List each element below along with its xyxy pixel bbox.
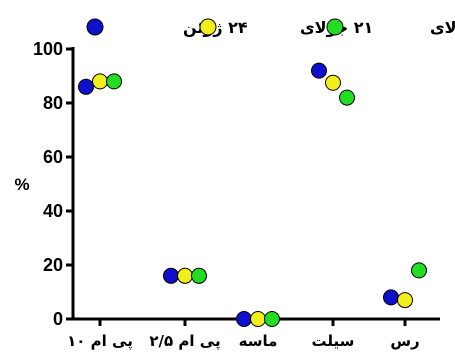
- legend-marker: [199, 18, 217, 36]
- y-tick-label: 100: [33, 39, 63, 59]
- data-point: [264, 311, 280, 327]
- data-points: [78, 62, 427, 327]
- y-axis-label: %: [14, 175, 29, 194]
- data-point: [78, 78, 94, 95]
- x-tick-label: پی ام ۲/۵: [149, 332, 220, 351]
- data-point: [325, 74, 341, 91]
- y-tick-label: 40: [43, 201, 63, 221]
- legend-label: ۲۸ جولای: [430, 18, 455, 37]
- y-tick-label: 0: [53, 309, 63, 329]
- y-axis: 0 20 40 60 80 100: [33, 39, 75, 329]
- legend-marker: [86, 18, 104, 36]
- data-point: [339, 89, 355, 106]
- data-point: [106, 73, 122, 90]
- y-tick-label: 80: [43, 93, 63, 113]
- data-point: [383, 289, 399, 306]
- data-point: [250, 311, 266, 327]
- y-tick-label: 60: [43, 147, 63, 167]
- data-point: [177, 267, 193, 284]
- legend-marker: [326, 18, 344, 36]
- y-tick-label: 20: [43, 255, 63, 275]
- data-point: [397, 292, 413, 309]
- data-point: [311, 62, 327, 79]
- data-point: [236, 311, 252, 327]
- x-tick-label: رس: [390, 332, 419, 350]
- data-point: [411, 262, 427, 279]
- x-tick-label: ماسه: [239, 332, 278, 350]
- data-point: [191, 267, 207, 284]
- legend: ۲۴ ژوئن۲۱ جولای۲۸ جولای: [86, 18, 455, 37]
- x-axis: پی ام ۱۰ پی ام ۲/۵ ماسه سیلت رس: [67, 317, 440, 351]
- x-tick-label: پی ام ۱۰: [67, 332, 133, 351]
- data-point: [163, 267, 179, 284]
- x-tick-label: سیلت: [312, 332, 355, 350]
- data-point: [92, 73, 108, 90]
